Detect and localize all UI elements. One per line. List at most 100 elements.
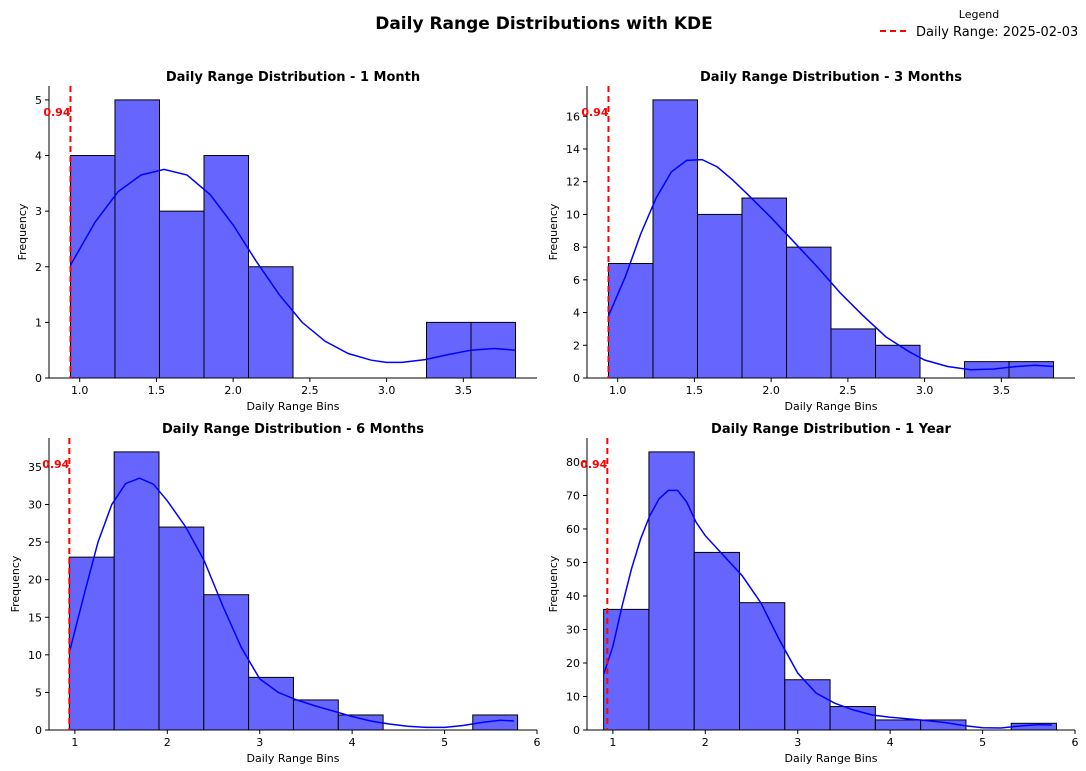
y-axis-label: Frequency bbox=[16, 203, 29, 260]
histogram-bar bbox=[203, 155, 249, 379]
histogram-bar bbox=[784, 679, 831, 731]
y-tick-label: 10 bbox=[28, 649, 42, 662]
histogram-bar bbox=[68, 556, 115, 731]
kde-curve bbox=[69, 168, 516, 364]
y-tick-label: 50 bbox=[566, 556, 580, 569]
histogram-bar bbox=[696, 213, 743, 379]
panel-title: Daily Range Distribution - 6 Months bbox=[162, 422, 424, 437]
histogram-bar bbox=[292, 699, 339, 731]
y-tick-label: 5 bbox=[35, 94, 42, 107]
y-tick-label: 80 bbox=[566, 456, 580, 469]
daily-range-marker-label: 0.94 bbox=[581, 106, 608, 119]
histogram-bar bbox=[607, 262, 654, 379]
y-tick-label: 12 bbox=[566, 176, 580, 189]
histogram-bar bbox=[874, 719, 922, 731]
kde-curve bbox=[68, 477, 514, 729]
y-tick-label: 20 bbox=[566, 657, 580, 670]
y-axis-label: Frequency bbox=[547, 203, 560, 260]
x-tick-label: 3 bbox=[256, 736, 263, 749]
y-tick-label: 8 bbox=[573, 241, 580, 254]
legend-title: Legend bbox=[959, 8, 999, 21]
y-tick-label: 35 bbox=[28, 461, 42, 474]
x-tick-label: 2.5 bbox=[839, 384, 857, 397]
histogram-bar bbox=[603, 608, 650, 731]
y-tick-label: 60 bbox=[566, 523, 580, 536]
x-tick-label: 3.0 bbox=[378, 384, 396, 397]
y-tick-label: 25 bbox=[28, 536, 42, 549]
x-tick-label: 2.5 bbox=[301, 384, 319, 397]
panel-title: Daily Range Distribution - 3 Months bbox=[700, 70, 962, 85]
histogram-bar bbox=[652, 99, 698, 379]
x-axis-label: Daily Range Bins bbox=[247, 752, 340, 765]
histogram-bar bbox=[113, 451, 160, 731]
histogram-bar bbox=[648, 451, 695, 731]
histogram-bar bbox=[158, 526, 205, 731]
y-tick-label: 3 bbox=[35, 205, 42, 218]
daily-range-marker-label: 0.94 bbox=[42, 458, 69, 471]
histogram-bar bbox=[203, 594, 250, 731]
y-tick-label: 1 bbox=[35, 316, 42, 329]
x-tick-label: 3.0 bbox=[916, 384, 934, 397]
legend-label: Daily Range: 2025-02-03 bbox=[916, 25, 1078, 40]
daily-range-marker-label: 0.94 bbox=[580, 458, 607, 471]
histogram-bar bbox=[830, 328, 877, 379]
x-tick-label: 4 bbox=[887, 736, 894, 749]
x-tick-label: 6 bbox=[534, 736, 541, 749]
x-axis-label: Daily Range Bins bbox=[247, 400, 340, 413]
y-axis-label: Frequency bbox=[9, 555, 22, 612]
y-tick-label: 14 bbox=[566, 143, 580, 156]
y-tick-label: 30 bbox=[566, 623, 580, 636]
x-tick-label: 3 bbox=[794, 736, 801, 749]
x-tick-label: 1.5 bbox=[686, 384, 704, 397]
x-tick-label: 5 bbox=[441, 736, 448, 749]
histogram-bar bbox=[875, 344, 921, 379]
y-axis-label: Frequency bbox=[547, 555, 560, 612]
y-tick-label: 4 bbox=[573, 307, 580, 320]
chart-panel-2: Daily Range Distribution - 3 Months 1.0 1.… bbox=[547, 70, 1075, 413]
histogram-bar bbox=[248, 676, 294, 731]
x-tick-label: 6 bbox=[1072, 736, 1079, 749]
y-tick-label: 0 bbox=[573, 724, 580, 737]
y-tick-label: 4 bbox=[35, 150, 42, 163]
histogram-bar bbox=[158, 210, 205, 379]
histogram-bar bbox=[741, 197, 787, 379]
y-tick-label: 40 bbox=[566, 590, 580, 603]
x-tick-label: 1.0 bbox=[71, 384, 89, 397]
x-tick-label: 1 bbox=[71, 736, 78, 749]
x-tick-label: 4 bbox=[349, 736, 356, 749]
y-tick-label: 70 bbox=[566, 489, 580, 502]
x-axis-label: Daily Range Bins bbox=[785, 752, 878, 765]
histogram-bar bbox=[69, 155, 116, 379]
x-tick-label: 2 bbox=[164, 736, 171, 749]
y-tick-label: 10 bbox=[566, 690, 580, 703]
chart-panels: Daily Range Distribution - 1 Month 1.0 1.5… bbox=[9, 70, 1079, 765]
daily-range-marker-label: 0.94 bbox=[43, 106, 70, 119]
x-tick-label: 1 bbox=[609, 736, 616, 749]
y-tick-label: 0 bbox=[573, 372, 580, 385]
x-tick-label: 2.0 bbox=[762, 384, 780, 397]
x-axis-label: Daily Range Bins bbox=[785, 400, 878, 413]
y-tick-label: 2 bbox=[35, 261, 42, 274]
y-tick-label: 20 bbox=[28, 574, 42, 587]
panel-title: Daily Range Distribution - 1 Year bbox=[711, 422, 951, 437]
histogram-bar bbox=[739, 602, 786, 731]
x-tick-label: 3.5 bbox=[993, 384, 1011, 397]
figure-title: Daily Range Distributions with KDE bbox=[375, 14, 713, 34]
x-tick-label: 5 bbox=[979, 736, 986, 749]
y-tick-label: 0 bbox=[35, 724, 42, 737]
x-tick-label: 3.5 bbox=[455, 384, 473, 397]
histogram-bar bbox=[1008, 361, 1055, 379]
y-tick-label: 6 bbox=[573, 274, 580, 287]
panel-title: Daily Range Distribution - 1 Month bbox=[166, 70, 420, 85]
y-tick-label: 2 bbox=[573, 339, 580, 352]
histogram-bar bbox=[426, 321, 472, 379]
histogram-bar bbox=[693, 551, 740, 731]
x-tick-label: 1.5 bbox=[148, 384, 166, 397]
y-tick-label: 16 bbox=[566, 110, 580, 123]
kde-curve bbox=[607, 158, 1054, 371]
legend: Legend Daily Range: 2025-02-03 bbox=[880, 8, 1078, 40]
y-tick-label: 5 bbox=[35, 686, 42, 699]
chart-panel-1: Daily Range Distribution - 1 Month 1.0 1.5… bbox=[16, 70, 537, 413]
